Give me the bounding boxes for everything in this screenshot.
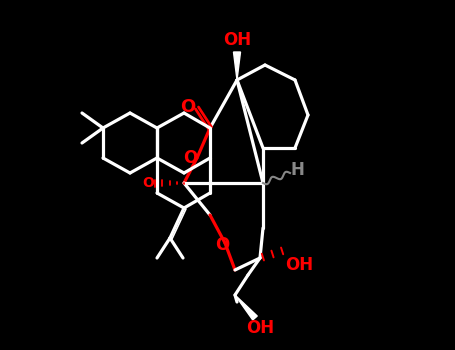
Text: OH: OH	[246, 319, 274, 337]
Text: OH: OH	[223, 31, 251, 49]
Text: O: O	[142, 176, 154, 190]
Text: H: H	[290, 161, 304, 179]
Polygon shape	[235, 295, 257, 320]
Text: O: O	[183, 149, 197, 167]
Text: O: O	[180, 98, 196, 116]
Polygon shape	[233, 52, 241, 80]
Text: OH: OH	[285, 256, 313, 274]
Text: O: O	[215, 236, 229, 254]
